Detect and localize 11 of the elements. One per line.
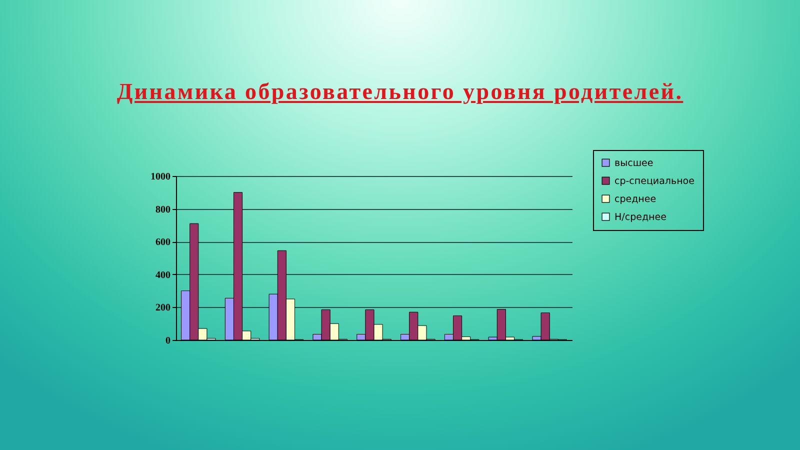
y-tick-label: 1000	[150, 172, 170, 182]
y-tick-label: 0	[166, 336, 170, 346]
y-tick-label: 600	[156, 237, 170, 248]
legend-label: высшее	[614, 158, 654, 169]
y-tick-label: 200	[156, 302, 170, 314]
legend-label: ср-специальное	[614, 176, 695, 187]
y-tick-label: 400	[156, 270, 170, 281]
legend-label: среднее	[614, 194, 656, 205]
legend-label: Н/среднее	[614, 212, 667, 223]
chart-title: Динамика образовательного уровня родителей.	[116, 78, 684, 106]
y-tick-label: 800	[156, 204, 170, 216]
